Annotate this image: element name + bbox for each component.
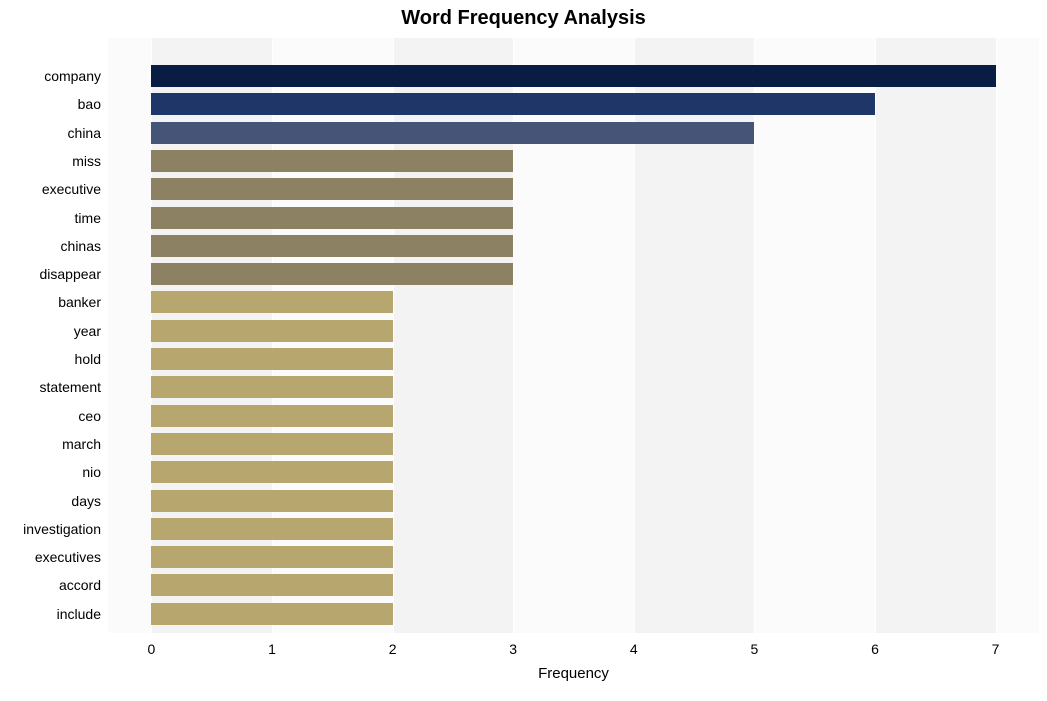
bar [151,574,392,596]
y-tick-label: chinas [61,238,101,254]
y-tick-label: accord [59,577,101,593]
bar [151,122,754,144]
x-axis-title: Frequency [108,665,1039,682]
bar [151,178,513,200]
x-tick-label: 4 [630,641,638,657]
y-tick-label: include [57,606,101,622]
word-frequency-chart: Word Frequency Analysis company bao china m… [0,0,1047,701]
y-tick-label: executives [35,549,101,565]
y-tick-label: disappear [40,266,102,282]
plot-stripe [875,38,996,633]
bar [151,348,392,370]
plot-area [108,38,1039,633]
x-tick-label: 2 [389,641,397,657]
y-axis-labels: company bao china miss executive time chinas di… [0,38,108,633]
bar [151,518,392,540]
x-tick-label: 6 [871,641,879,657]
bar [151,263,513,285]
y-tick-label: executive [42,181,101,197]
y-tick-label: investigation [23,521,101,537]
y-tick-label: company [44,68,101,84]
gridline [996,38,997,633]
bar [151,150,513,172]
bar [151,603,392,625]
bar [151,65,995,87]
bar [151,461,392,483]
x-axis-labels: 0 1 2 3 4 5 6 7 [108,641,1039,661]
x-tick-label: 1 [268,641,276,657]
y-tick-label: hold [75,351,101,367]
y-tick-label: days [71,493,101,509]
bar [151,405,392,427]
bar [151,546,392,568]
x-tick-label: 0 [148,641,156,657]
y-tick-label: nio [82,464,101,480]
bar [151,235,513,257]
gridline [875,38,876,633]
x-tick-label: 5 [750,641,758,657]
y-tick-label: ceo [78,408,101,424]
y-tick-label: banker [58,294,101,310]
bar [151,291,392,313]
x-tick-label: 7 [992,641,1000,657]
y-tick-label: china [68,125,101,141]
y-tick-label: statement [40,379,101,395]
y-tick-label: march [62,436,101,452]
bar [151,376,392,398]
y-tick-label: year [74,323,101,339]
bar [151,207,513,229]
gridline [754,38,755,633]
plot-stripe [754,38,875,633]
bar [151,93,875,115]
y-tick-label: bao [78,96,101,112]
bar [151,433,392,455]
bar [151,320,392,342]
chart-title: Word Frequency Analysis [0,7,1047,30]
y-tick-label: time [75,210,101,226]
y-tick-label: miss [72,153,101,169]
bar [151,490,392,512]
x-tick-label: 3 [509,641,517,657]
